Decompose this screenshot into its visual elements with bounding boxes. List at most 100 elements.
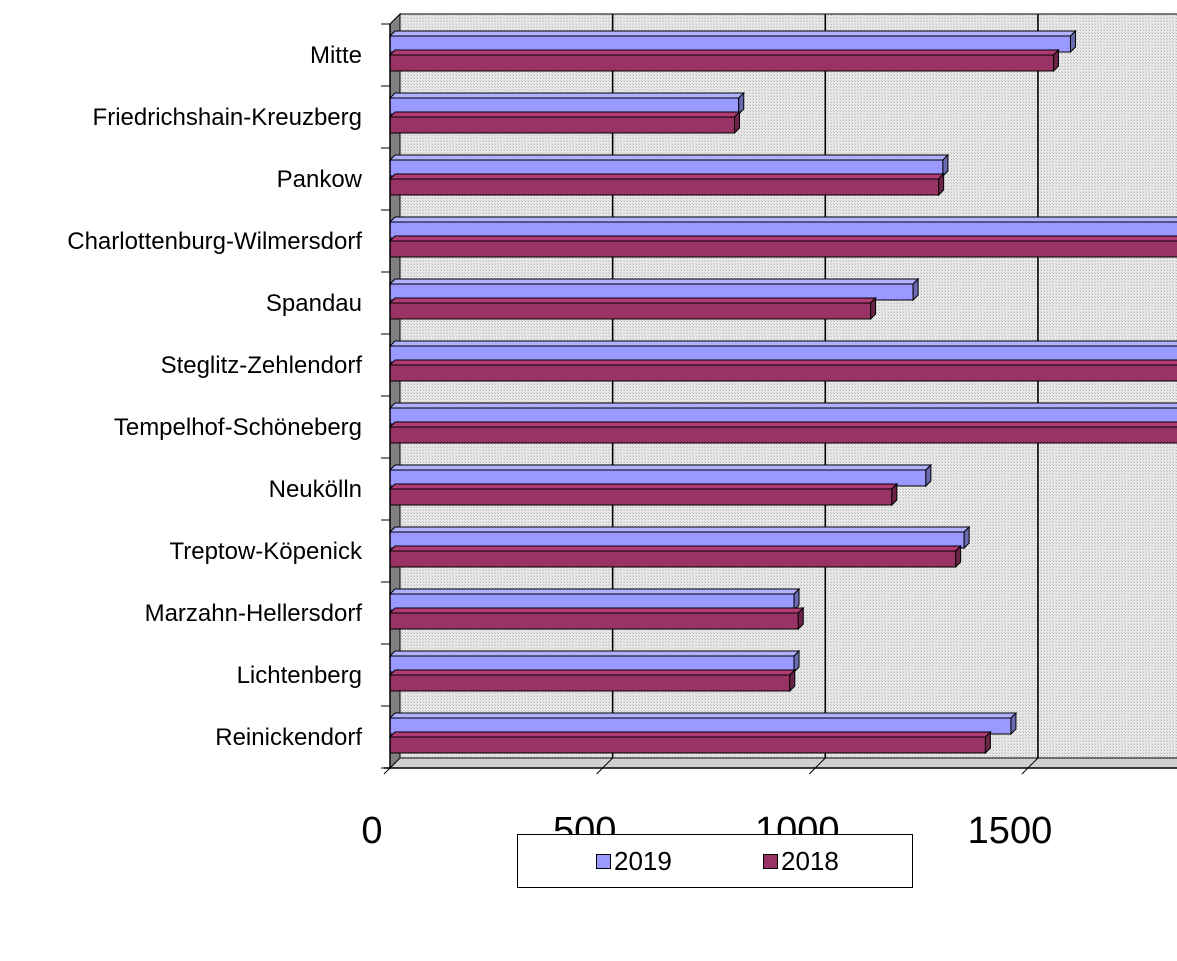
category-label: Treptow-Köpenick xyxy=(169,538,363,565)
bar-top xyxy=(388,483,899,490)
bar-2018-8 xyxy=(388,544,962,569)
bar-top xyxy=(388,669,796,676)
bar-2019-9 xyxy=(388,587,801,612)
bar-front xyxy=(389,674,791,692)
bar-top xyxy=(388,235,1177,242)
bar-end xyxy=(963,525,970,550)
category-label: Friedrichshain-Kreuzberg xyxy=(93,104,362,131)
gridline-floor xyxy=(1027,757,1039,769)
x-tick-mark xyxy=(1021,767,1029,775)
bar-2018-6 xyxy=(388,421,1177,444)
bar-top xyxy=(388,111,741,118)
gridline-floor xyxy=(602,757,614,769)
bar-2019-3 xyxy=(388,216,1177,239)
bar-top xyxy=(388,173,945,180)
x-tick-label: 0 xyxy=(361,810,382,852)
bar-2018-0 xyxy=(388,48,1060,73)
bar-2019-6 xyxy=(388,402,1177,425)
bar-top xyxy=(388,30,1077,37)
bar-front xyxy=(389,302,872,320)
x-tick-mark xyxy=(383,767,391,775)
x-tick-label: 1500 xyxy=(968,810,1053,852)
bar-front xyxy=(389,116,735,134)
bar-top xyxy=(388,278,920,285)
bar-top xyxy=(388,421,1177,428)
bar-2019-7 xyxy=(388,463,933,488)
bar-end xyxy=(1010,711,1017,736)
legend-item-2018: 2018 xyxy=(763,846,839,876)
bar-2018-10 xyxy=(388,668,796,693)
bar-end xyxy=(793,649,800,674)
bar-2019-1 xyxy=(388,91,745,116)
bar-top xyxy=(388,588,801,595)
bar-end xyxy=(733,110,740,135)
bar-end xyxy=(984,730,991,755)
bar-2018-7 xyxy=(388,482,899,507)
bar-2018-9 xyxy=(388,606,805,631)
bar-front xyxy=(389,488,893,506)
bar-front xyxy=(389,612,799,630)
bar-front xyxy=(389,426,1177,444)
bar-front xyxy=(389,178,940,196)
bar-end xyxy=(797,606,804,631)
bar-end xyxy=(955,544,962,569)
bar-front xyxy=(389,736,986,754)
gridline-floor xyxy=(814,757,826,769)
bar-end xyxy=(789,668,796,693)
category-label: Lichtenberg xyxy=(237,662,362,689)
bar-top xyxy=(388,526,971,533)
legend: 2019 2018 xyxy=(517,834,913,888)
bar-top xyxy=(388,464,933,471)
bar-2019-10 xyxy=(388,649,801,674)
bar-end xyxy=(1069,29,1076,54)
bar-2018-5 xyxy=(388,359,1177,382)
legend-item-2019: 2019 xyxy=(596,846,672,876)
bar-top xyxy=(388,607,805,614)
bar-top xyxy=(388,712,1018,719)
bar-2019-11 xyxy=(388,711,1018,736)
bar-end xyxy=(1052,48,1059,73)
bar-front xyxy=(389,240,1177,258)
plot-area xyxy=(388,12,1177,770)
bar-front xyxy=(389,364,1177,382)
plot-floor xyxy=(388,757,1177,769)
category-label: Neukölln xyxy=(269,476,362,503)
bar-end xyxy=(891,482,898,507)
gridlines xyxy=(602,14,1039,769)
legend-swatch-2019 xyxy=(596,853,611,869)
bar-end xyxy=(942,153,949,178)
legend-label-2019: 2019 xyxy=(614,845,672,876)
category-label: Reinickendorf xyxy=(215,724,362,751)
bar-2018-11 xyxy=(388,730,992,755)
bar-2019-5 xyxy=(388,340,1177,363)
x-tick-mark xyxy=(808,767,816,775)
bar-top xyxy=(388,92,745,99)
bar-top xyxy=(388,154,950,161)
bar-top xyxy=(388,731,992,738)
category-label: Marzahn-Hellersdorf xyxy=(145,600,363,627)
bar-end xyxy=(870,296,877,321)
bar-2019-4 xyxy=(388,277,920,302)
category-label: Charlottenburg-Wilmersdorf xyxy=(67,228,362,255)
category-label: Tempelhof-Schöneberg xyxy=(114,414,362,441)
bar-top xyxy=(388,216,1177,223)
bar-top xyxy=(388,402,1177,409)
bar-top xyxy=(388,359,1177,366)
legend-label-2018: 2018 xyxy=(781,845,839,876)
category-labels: Mitte Friedrichshain-Kreuzberg Pankow Charl… xyxy=(67,42,363,751)
bar-2018-4 xyxy=(388,296,877,321)
bar-end xyxy=(793,587,800,612)
bar-front xyxy=(389,54,1054,72)
bar-2018-1 xyxy=(388,110,741,135)
category-label: Steglitz-Zehlendorf xyxy=(161,352,363,379)
bar-top xyxy=(388,49,1060,56)
axes xyxy=(381,23,1177,775)
category-label: Pankow xyxy=(277,166,363,193)
bar-end xyxy=(925,463,932,488)
bar-2019-8 xyxy=(388,525,971,550)
bar-top xyxy=(388,297,877,304)
bar-end xyxy=(938,172,945,197)
bar-2019-2 xyxy=(388,153,950,178)
